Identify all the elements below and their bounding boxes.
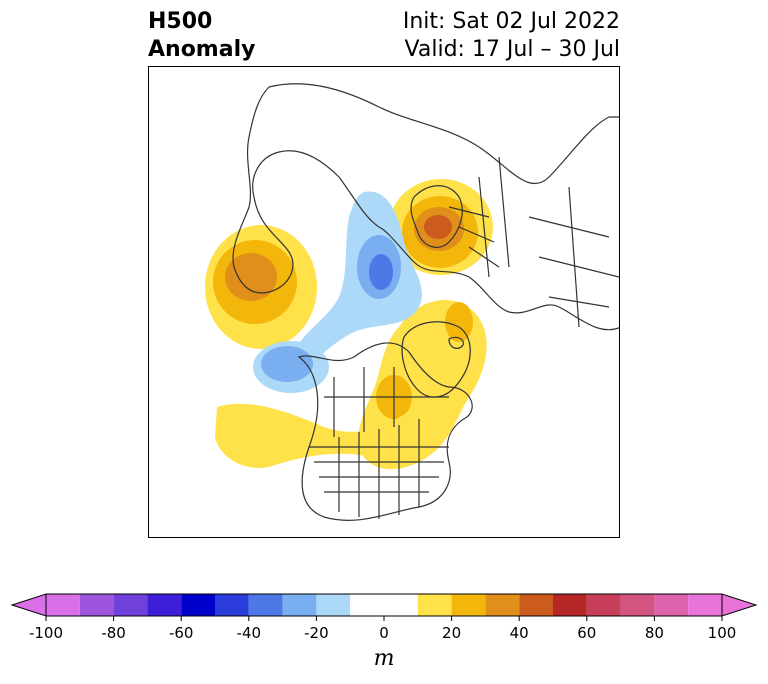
colorbar-tick-label: 80 [644, 624, 664, 642]
colorbar-over-arrow [721, 593, 758, 617]
colorbar-tick-labels: -100 -80 -60 -40 -20 0 20 40 60 80 100 [0, 624, 768, 646]
map-svg [205, 83, 619, 521]
colorbar-segment [620, 594, 655, 616]
colorbar-tick-label: 40 [509, 624, 529, 642]
colorbar-segment [586, 594, 621, 616]
colorbar-tick-label: 60 [577, 624, 597, 642]
anomaly-negative-alaska-bering [253, 341, 329, 393]
colorbar [10, 593, 758, 621]
colorbar-segment [519, 594, 553, 616]
colorbar-segment [113, 594, 148, 616]
colorbar-segment [485, 594, 520, 616]
colorbar-segment [215, 594, 249, 616]
colorbar-segment [248, 594, 283, 616]
plot-title: H500 Anomaly [148, 8, 255, 64]
colorbar-segment [417, 594, 452, 616]
colorbar-segment [147, 594, 182, 616]
colorbar-tick-label: 100 [707, 624, 737, 642]
init-date: Init: Sat 02 Jul 2022 [402, 9, 620, 34]
colorbar-tick-label: -100 [28, 624, 64, 642]
plot-dates: Init: Sat 02 Jul 2022 Valid: 17 Jul – 30… [403, 8, 620, 64]
colorbar-tick-label: -40 [236, 624, 262, 642]
title-line-2: Anomaly [148, 37, 256, 62]
colorbar-segments [46, 594, 722, 616]
colorbar-segment [688, 594, 722, 616]
colorbar-segment [654, 594, 689, 616]
anomaly-fields [205, 179, 493, 470]
colorbar-segment [181, 594, 215, 616]
colorbar-tick-label: 20 [442, 624, 462, 642]
colorbar-segment [79, 594, 114, 616]
coastlines [232, 83, 619, 521]
colorbar-under-arrow [10, 593, 47, 617]
anomaly-positive-central-us-canada [215, 403, 443, 468]
colorbar-unit: m [373, 646, 395, 671]
colorbar-segment [553, 594, 587, 616]
colorbar-segment [451, 594, 486, 616]
colorbar-segment [350, 594, 418, 616]
anomaly-positive-east-asia [205, 225, 317, 349]
colorbar-segment [46, 594, 80, 616]
map-panel [148, 66, 620, 538]
colorbar-ticks [45, 616, 723, 621]
colorbar-segment [282, 594, 317, 616]
valid-range: Valid: 17 Jul – 30 Jul [404, 37, 620, 62]
title-line-1: H500 [148, 9, 213, 34]
colorbar-tick-label: 0 [379, 624, 389, 642]
colorbar-tick-label: -80 [101, 624, 126, 642]
colorbar-tick-label: -20 [304, 624, 329, 642]
colorbar-tick-label: -60 [168, 624, 194, 642]
colorbar-segment [316, 594, 351, 616]
anomaly-positive-scandinavia-europe [389, 179, 493, 275]
